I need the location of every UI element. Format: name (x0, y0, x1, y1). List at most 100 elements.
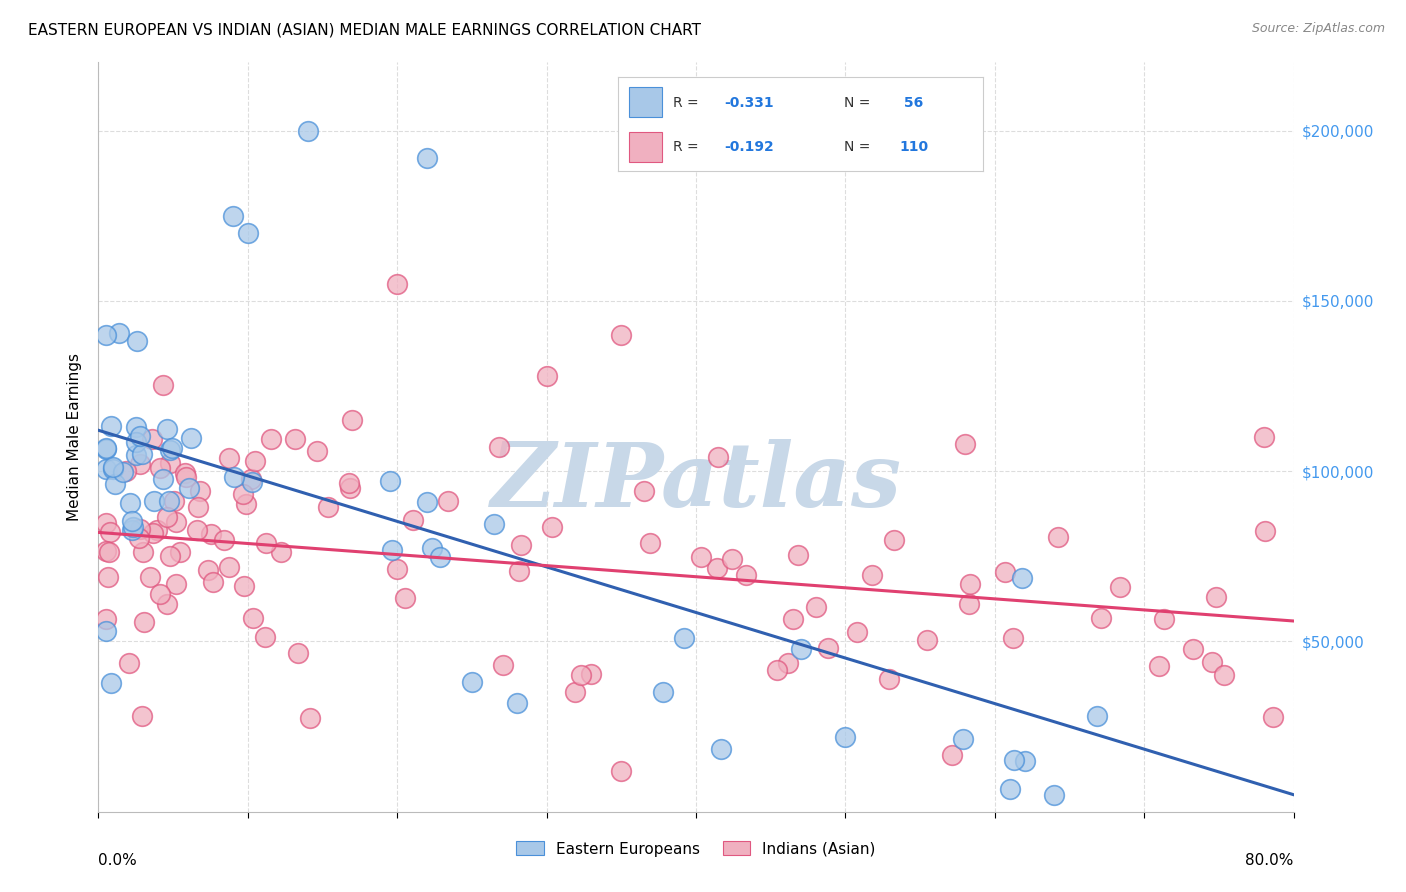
Point (488, 441, 510, 455)
Point (163, 493, 186, 508)
Point (242, 475, 264, 489)
Point (429, 549, 451, 564)
Point (94, 516, 117, 531)
Point (242, 611, 264, 625)
Point (651, 685, 673, 699)
Point (124, 448, 146, 462)
Point (94, 441, 117, 455)
Point (240, 472, 263, 486)
Point (1043, 788, 1066, 802)
Point (1213, 668, 1236, 682)
Point (232, 579, 254, 593)
Point (129, 457, 152, 471)
Point (128, 531, 150, 545)
Point (506, 696, 529, 710)
Point (339, 481, 361, 495)
Point (1090, 611, 1112, 625)
Text: ZIPatlas: ZIPatlas (491, 439, 901, 525)
Point (159, 443, 181, 458)
Point (98, 525, 121, 540)
Point (94, 624, 117, 639)
Point (218, 451, 240, 466)
Point (394, 591, 416, 605)
Point (132, 545, 155, 559)
Point (174, 467, 197, 481)
Point (1205, 590, 1227, 604)
Point (112, 465, 135, 479)
Point (707, 450, 730, 465)
Point (94, 462, 117, 476)
Point (138, 570, 160, 584)
Point (721, 551, 744, 566)
Point (165, 577, 187, 591)
Point (146, 523, 169, 537)
Point (1002, 753, 1025, 767)
Point (416, 151, 439, 165)
Point (1109, 580, 1132, 594)
Point (101, 460, 124, 475)
Point (212, 533, 235, 547)
Point (186, 523, 208, 537)
Point (957, 597, 980, 611)
Point (1085, 708, 1108, 723)
Point (149, 587, 172, 601)
Point (188, 483, 211, 498)
Point (782, 612, 804, 626)
Point (253, 630, 276, 644)
Point (122, 520, 145, 534)
Point (245, 454, 267, 468)
Point (672, 631, 695, 645)
Point (461, 675, 484, 690)
Point (100, 419, 122, 434)
Point (165, 515, 187, 529)
Point (804, 599, 827, 614)
Point (633, 484, 655, 499)
Point (94, 442, 117, 456)
Point (180, 432, 202, 446)
Point (218, 559, 240, 574)
Text: 80.0%: 80.0% (1246, 853, 1294, 868)
Point (101, 462, 124, 476)
Point (536, 368, 558, 383)
Point (270, 545, 292, 559)
Point (152, 472, 174, 486)
Point (385, 277, 409, 291)
Point (235, 497, 257, 511)
Point (1002, 632, 1025, 646)
Point (316, 500, 339, 515)
Point (1253, 430, 1275, 444)
Point (131, 447, 153, 461)
Point (1047, 530, 1070, 544)
Point (149, 461, 172, 475)
Point (1014, 754, 1036, 768)
Point (118, 496, 141, 510)
Point (232, 487, 254, 501)
Point (174, 470, 197, 484)
Point (129, 522, 152, 536)
Point (121, 514, 143, 528)
Point (177, 481, 200, 495)
Point (1147, 658, 1170, 673)
Point (378, 474, 401, 488)
Point (107, 326, 129, 341)
Point (115, 464, 138, 478)
Point (157, 494, 180, 508)
Point (1011, 570, 1033, 584)
Legend: Eastern Europeans, Indians (Asian): Eastern Europeans, Indians (Asian) (516, 841, 876, 856)
Point (706, 561, 728, 575)
Point (778, 656, 800, 670)
Point (579, 667, 602, 681)
Point (169, 544, 191, 558)
Point (610, 327, 633, 342)
Point (860, 567, 883, 582)
Point (134, 615, 156, 630)
Point (1261, 709, 1284, 723)
Point (297, 123, 319, 137)
Point (952, 732, 974, 747)
Point (339, 475, 361, 490)
Point (125, 419, 148, 434)
Point (994, 565, 1017, 579)
Point (1253, 524, 1275, 538)
Point (959, 576, 981, 591)
Point (98, 544, 121, 558)
